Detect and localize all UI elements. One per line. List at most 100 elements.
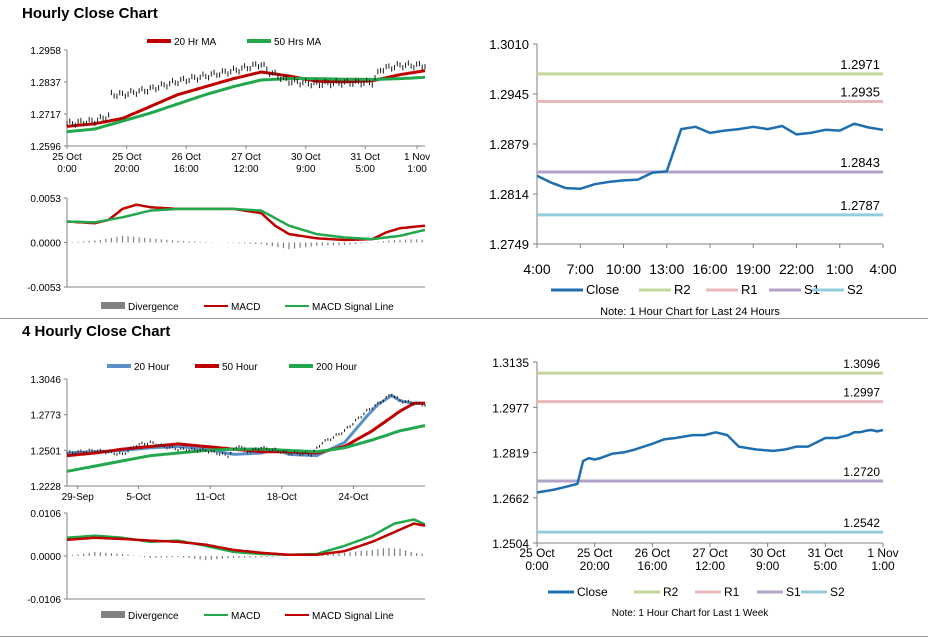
four-hourly-levels-series-close (536, 428, 884, 494)
hourly-levels-legend-label: Close (586, 282, 619, 297)
four-hourly-macd-legend-label: Divergence (128, 611, 179, 622)
four-hourly-macd-legend-swatch (101, 611, 125, 618)
four-hourly-section-title: 4 Hourly Close Chart (22, 323, 171, 340)
hourly-levels-legend-label: S2 (847, 282, 863, 297)
hourly-macd-ytick-label: -0.0053 (27, 283, 61, 294)
four-hourly-levels-ytick-label: 1.2977 (492, 401, 529, 415)
four-hourly-levels-legend-label: S2 (830, 585, 845, 599)
four-hourly-macd-ytick-label: 0.0000 (30, 552, 61, 563)
hourly-levels-xtick-label: 13:00 (649, 261, 684, 277)
four-hourly-macd-ytick-label: 0.0106 (30, 509, 61, 520)
four-hourly-levels-level-label-r1: 1.2997 (843, 386, 880, 400)
four-hourly-price-xtick-label: 11-Oct (196, 492, 225, 503)
hourly-macd-legend-label: Divergence (128, 302, 179, 313)
hourly-price-xtick-label: 27 Oct (231, 152, 261, 163)
hourly-price-ytick-label: 1.2837 (30, 78, 61, 89)
hourly-levels-legend-label: S1 (804, 282, 820, 297)
hourly-price-xtick-label: 31 Oct (350, 152, 380, 163)
hourly-price-legend-label: 20 Hr MA (174, 37, 217, 48)
section-divider (0, 318, 928, 319)
hourly-macd-divergence-histogram (71, 235, 423, 250)
hourly-macd-series-macd-signal-line (66, 207, 426, 241)
hourly-levels-xtick-label: 22:00 (779, 261, 814, 277)
hourly-macd-legend-label: MACD Signal Line (312, 302, 394, 313)
four-hourly-levels-xtick-label: 1 Nov (867, 546, 898, 560)
hourly-levels-ytick-label: 1.2814 (489, 187, 529, 202)
hourly-price-xtick-label: 30 Oct (291, 152, 321, 163)
four-hourly-levels-note: Note: 1 Hour Chart for Last 1 Week (612, 608, 770, 619)
bottom-divider (0, 636, 928, 637)
four-hourly-price-xtick-label: 18-Oct (267, 492, 297, 503)
hourly-price-legend-label: 50 Hrs MA (274, 37, 322, 48)
four-hourly-price-ytick-label: 1.3046 (30, 375, 61, 386)
four-hourly-levels-xtick-label: 0:00 (525, 559, 549, 573)
four-hourly-levels-xtick-label: 26 Oct (635, 546, 671, 560)
four-hourly-price-legend-label: 50 Hour (222, 362, 258, 373)
hourly-levels-ytick-label: 1.2879 (489, 137, 529, 152)
four-hourly-levels-xtick-label: 25 Oct (519, 546, 555, 560)
four-hourly-price-xtick-label: 5-Oct (126, 492, 151, 503)
four-hourly-macd-series-macd (66, 518, 426, 557)
four-hourly-levels-xtick-label: 1:00 (871, 559, 895, 573)
four-hourly-levels-ytick-label: 1.2819 (492, 447, 529, 461)
hourly-price-ytick-label: 1.2596 (30, 142, 61, 153)
four-hourly-price-xtick-label: 24-Oct (338, 492, 368, 503)
four-hourly-price-ytick-label: 1.2773 (30, 411, 61, 422)
four-hourly-price-ytick-label: 1.2228 (30, 482, 61, 493)
hourly-levels-xtick-label: 10:00 (606, 261, 641, 277)
hourly-price-ytick-label: 1.2717 (30, 110, 61, 121)
hourly-macd-legend-swatch (101, 302, 125, 309)
hourly-price-xtick-label: 26 Oct (171, 152, 201, 163)
hourly-levels-ytick-label: 1.2945 (489, 87, 529, 102)
four-hourly-macd-ytick-label: -0.0106 (27, 595, 61, 606)
four-hourly-levels-xtick-label: 12:00 (695, 559, 725, 573)
four-hourly-price-series-200-hour (66, 424, 426, 473)
four-hourly-levels-level-label-r2: 1.3096 (843, 357, 880, 371)
hourly-price-xtick-label: 5:00 (355, 164, 375, 175)
four-hourly-levels-legend-label: R2 (663, 585, 679, 599)
hourly-levels-ytick-label: 1.3010 (489, 37, 529, 52)
hourly-levels-level-label-s2: 1.2787 (840, 198, 880, 213)
four-hourly-price-xtick-label: 29-Sep (62, 492, 95, 503)
four-hourly-levels-xtick-label: 30 Oct (750, 546, 786, 560)
hourly-levels-level-label-r2: 1.2971 (840, 57, 880, 72)
four-hourly-levels-level-label-s2: 1.2542 (843, 516, 880, 530)
four-hourly-price-price-bars (66, 393, 426, 459)
four-hourly-levels-xtick-label: 16:00 (637, 559, 667, 573)
four-hourly-macd-legend-label: MACD (231, 611, 260, 622)
four-hourly-levels-level-label-s1: 1.2720 (843, 465, 880, 479)
hourly-levels-xtick-label: 4:00 (869, 261, 896, 277)
hourly-levels-level-label-s1: 1.2843 (840, 155, 880, 170)
four-hourly-macd-legend-label: MACD Signal Line (312, 611, 394, 622)
four-hourly-price-legend-label: 200 Hour (316, 362, 358, 373)
hourly-macd-ytick-label: 0.0000 (30, 239, 61, 250)
hourly-levels-xtick-label: 19:00 (736, 261, 771, 277)
four-hourly-macd-series-macd-signal-line (66, 522, 426, 557)
hourly-price-xtick-label: 25 Oct (112, 152, 142, 163)
hourly-levels-ytick-label: 1.2749 (489, 237, 529, 252)
four-hourly-levels-xtick-label: 25 Oct (577, 546, 613, 560)
hourly-levels-xtick-label: 4:00 (523, 261, 550, 277)
hourly-section-title: Hourly Close Chart (22, 5, 158, 22)
hourly-price-ytick-label: 1.2958 (30, 46, 61, 57)
four-hourly-levels-ytick-label: 1.3135 (492, 356, 529, 370)
hourly-levels-legend-label: R2 (674, 282, 691, 297)
hourly-price-xtick-label: 20:00 (114, 164, 139, 175)
four-hourly-levels-legend-label: R1 (724, 585, 740, 599)
hourly-levels-xtick-label: 7:00 (567, 261, 594, 277)
four-hourly-levels-xtick-label: 27 Oct (692, 546, 728, 560)
four-hourly-levels-xtick-label: 5:00 (814, 559, 838, 573)
hourly-price-xtick-label: 9:00 (296, 164, 316, 175)
hourly-levels-note: Note: 1 Hour Chart for Last 24 Hours (600, 306, 780, 318)
four-hourly-price-series-20-hour (66, 394, 425, 458)
four-hourly-levels-legend-label: Close (577, 585, 608, 599)
hourly-price-xtick-label: 1 Nov (404, 152, 430, 163)
four-hourly-levels-ytick-label: 1.2504 (492, 537, 529, 551)
hourly-price-series-50-hrs-ma (66, 75, 426, 134)
four-hourly-levels-legend-label: S1 (786, 585, 801, 599)
four-hourly-levels-ytick-label: 1.2662 (492, 492, 529, 506)
hourly-price-xtick-label: 12:00 (233, 164, 258, 175)
hourly-macd-legend-label: MACD (231, 302, 260, 313)
hourly-price-series-20-hr-ma (66, 69, 426, 128)
